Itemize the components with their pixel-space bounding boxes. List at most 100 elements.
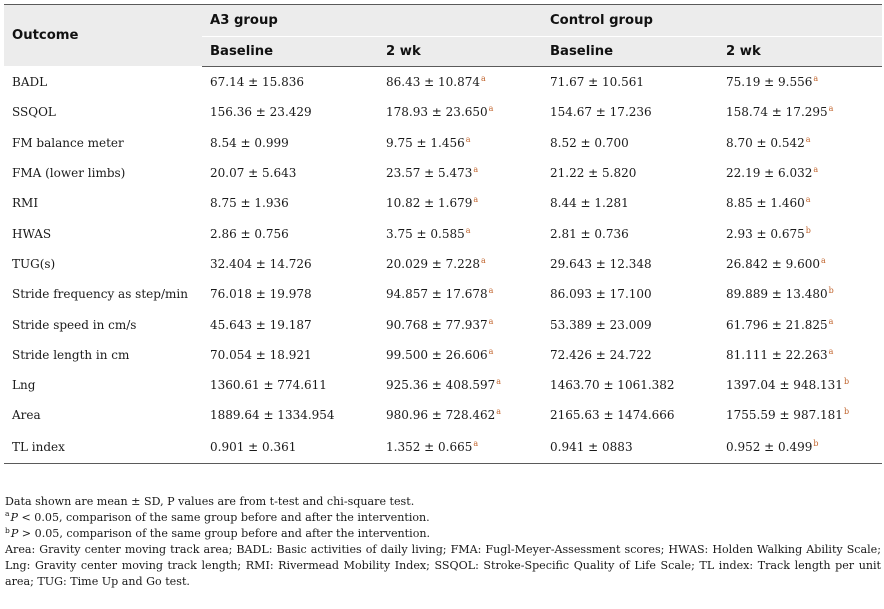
cell-outcome: HWAS (4, 218, 202, 248)
cell-a3-2wk: 178.93 ± 23.650a (378, 97, 542, 127)
cell-a3-baseline-value: 1889.64 ± 1334.954 (210, 408, 335, 423)
cell-control-baseline-value: 2.81 ± 0.736 (550, 226, 629, 241)
cell-a3-2wk: 20.029 ± 7.228a (378, 249, 542, 279)
footnote-a-p: P (10, 511, 18, 525)
header-a3-group: A3 group (202, 4, 542, 37)
cell-outcome: FM balance meter (4, 128, 202, 158)
cell-control-baseline: 8.52 ± 0.700 (542, 128, 718, 158)
table-row: HWAS 2.86 ± 0.756 3.75 ± 0.585a 2.81 ± 0.73… (4, 218, 882, 248)
significance-mark: b (843, 377, 850, 387)
cell-control-baseline: 86.093 ± 17.100 (542, 279, 718, 309)
cell-control-2wk: 61.796 ± 21.825a (718, 309, 882, 339)
cell-control-2wk-value: 22.19 ± 6.032 (726, 166, 813, 181)
cell-control-baseline: 2.81 ± 0.736 (542, 218, 718, 248)
cell-outcome-value: TUG(s) (12, 256, 56, 271)
header-control-baseline: Baseline (542, 36, 718, 67)
table-row: TUG(s) 32.404 ± 14.726 20.029 ± 7.228a 29.6… (4, 249, 882, 279)
significance-mark: a (828, 104, 834, 114)
cell-control-2wk: 158.74 ± 17.295a (718, 97, 882, 127)
cell-a3-baseline-value: 76.018 ± 19.978 (210, 287, 312, 302)
results-table-container: Outcome A3 group Control group Baseline … (4, 4, 882, 464)
cell-a3-2wk-value: 86.43 ± 10.874 (386, 75, 481, 90)
cell-a3-2wk: 99.500 ± 26.606a (378, 340, 542, 370)
cell-control-baseline: 0.941 ± 0883 (542, 430, 718, 464)
cell-a3-2wk: 94.857 ± 17.678a (378, 279, 542, 309)
cell-control-2wk-value: 1755.59 ± 987.181 (726, 408, 843, 423)
significance-mark: a (473, 438, 479, 448)
table-footnotes: Data shown are mean ± SD, P values are f… (5, 494, 881, 591)
header-row-timepoints: Baseline 2 wk Baseline 2 wk (4, 36, 882, 67)
cell-outcome-value: SSQOL (12, 105, 56, 120)
cell-a3-2wk-value: 178.93 ± 23.650 (386, 105, 488, 120)
significance-mark: a (481, 255, 486, 265)
cell-control-2wk-value: 0.952 ± 0.499 (726, 439, 813, 454)
footnote-b-mark: b (5, 525, 10, 535)
cell-a3-baseline: 45.643 ± 19.187 (202, 309, 378, 339)
cell-a3-baseline-value: 0.901 ± 0.361 (210, 439, 297, 454)
cell-control-baseline-value: 71.67 ± 10.561 (550, 75, 645, 90)
cell-a3-baseline: 2.86 ± 0.756 (202, 218, 378, 248)
cell-control-baseline-value: 86.093 ± 17.100 (550, 287, 652, 302)
table-row: Area 1889.64 ± 1334.954 980.96 ± 728.462a 2… (4, 400, 882, 430)
cell-control-baseline: 154.67 ± 17.236 (542, 97, 718, 127)
cell-control-2wk: 8.70 ± 0.542a (718, 128, 882, 158)
cell-outcome: SSQOL (4, 97, 202, 127)
header-a3-2wk: 2 wk (378, 36, 542, 67)
cell-control-2wk-value: 8.70 ± 0.542 (726, 135, 805, 150)
cell-a3-2wk: 86.43 ± 10.874a (378, 67, 542, 98)
header-row-groups: Outcome A3 group Control group (4, 4, 882, 67)
cell-a3-2wk: 90.768 ± 77.937a (378, 309, 542, 339)
cell-a3-2wk-value: 90.768 ± 77.937 (386, 317, 488, 332)
significance-mark: b (805, 225, 811, 235)
cell-outcome-value: Stride speed in cm/s (12, 317, 137, 332)
cell-control-baseline: 29.643 ± 12.348 (542, 249, 718, 279)
cell-control-baseline-value: 8.44 ± 1.281 (550, 196, 629, 211)
cell-a3-baseline-value: 70.054 ± 18.921 (210, 347, 312, 362)
cell-control-2wk: 81.111 ± 22.263a (718, 340, 882, 370)
cell-a3-2wk: 10.82 ± 1.679a (378, 188, 542, 218)
significance-mark: a (828, 316, 834, 326)
cell-outcome: Stride length in cm (4, 340, 202, 370)
significance-mark: a (488, 346, 494, 356)
cell-a3-2wk-value: 980.96 ± 728.462 (386, 408, 496, 423)
cell-outcome: Area (4, 400, 202, 430)
cell-control-2wk: 75.19 ± 9.556a (718, 67, 882, 98)
cell-control-2wk: 26.842 ± 9.600a (718, 249, 882, 279)
cell-a3-2wk: 1.352 ± 0.665a (378, 430, 542, 464)
cell-control-baseline: 53.389 ± 23.009 (542, 309, 718, 339)
cell-a3-2wk: 9.75 ± 1.456a (378, 128, 542, 158)
cell-outcome-value: TL index (12, 439, 65, 454)
cell-a3-2wk-value: 20.029 ± 7.228 (386, 256, 481, 271)
cell-outcome-value: HWAS (12, 226, 52, 241)
cell-a3-2wk: 23.57 ± 5.473a (378, 158, 542, 188)
significance-mark: a (473, 195, 479, 205)
cell-control-baseline: 8.44 ± 1.281 (542, 188, 718, 218)
cell-outcome: FMA (lower limbs) (4, 158, 202, 188)
table-body: BADL 67.14 ± 15.836 86.43 ± 10.874a 71.67 ±… (4, 67, 882, 464)
cell-outcome: Lng (4, 370, 202, 400)
cell-control-2wk-value: 89.889 ± 13.480 (726, 287, 828, 302)
footnote-b-text: > 0.05, comparison of the same group bef… (18, 527, 431, 541)
cell-control-baseline-value: 0.941 ± 0883 (550, 439, 633, 454)
cell-control-2wk: 89.889 ± 13.480b (718, 279, 882, 309)
table-row: Stride speed in cm/s 45.643 ± 19.187 90.76… (4, 309, 882, 339)
cell-control-2wk-value: 75.19 ± 9.556 (726, 75, 813, 90)
significance-mark: a (488, 286, 494, 296)
cell-control-baseline-value: 2165.63 ± 1474.666 (550, 408, 675, 423)
cell-control-baseline: 71.67 ± 10.561 (542, 67, 718, 98)
table-row: RMI 8.75 ± 1.936 10.82 ± 1.679a 8.44 ± 1.28… (4, 188, 882, 218)
table-row: Stride length in cm 70.054 ± 18.921 99.500… (4, 340, 882, 370)
table-row: Stride frequency as step/min 76.018 ± 19.… (4, 279, 882, 309)
footnote-a-text: < 0.05, comparison of the same group bef… (17, 511, 430, 525)
cell-a3-baseline: 8.75 ± 1.936 (202, 188, 378, 218)
cell-a3-baseline-value: 1360.61 ± 774.611 (210, 378, 327, 393)
cell-outcome-value: FMA (lower limbs) (12, 166, 126, 181)
cell-a3-2wk-value: 1.352 ± 0.665 (386, 439, 473, 454)
cell-a3-baseline: 76.018 ± 19.978 (202, 279, 378, 309)
cell-a3-baseline: 1889.64 ± 1334.954 (202, 400, 378, 430)
cell-a3-baseline: 156.36 ± 23.429 (202, 97, 378, 127)
footnote-b: bP > 0.05, comparison of the same group … (5, 526, 881, 542)
cell-outcome: TL index (4, 430, 202, 464)
cell-a3-baseline: 32.404 ± 14.726 (202, 249, 378, 279)
table-row: TL index 0.901 ± 0.361 1.352 ± 0.665a 0.941… (4, 430, 882, 464)
